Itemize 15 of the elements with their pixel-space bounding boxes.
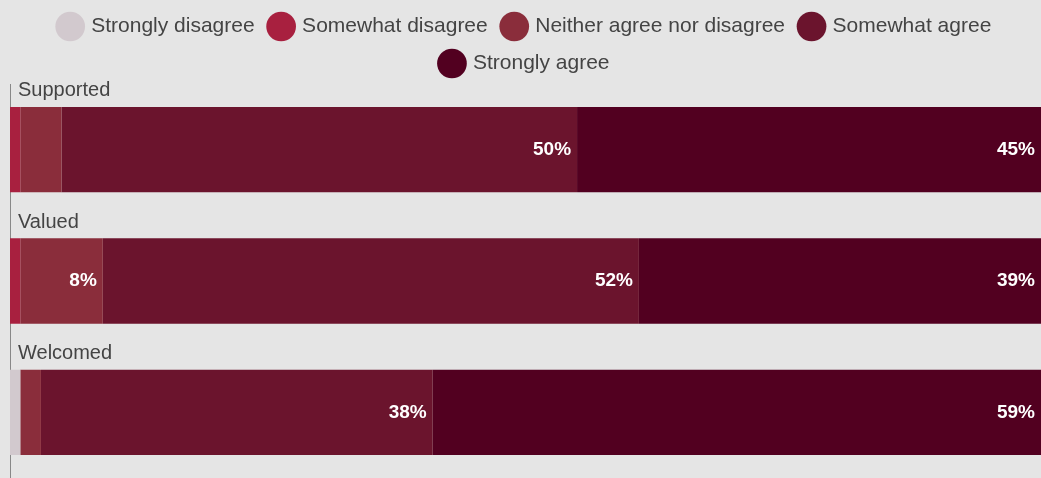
y-tick-label: Supported [18,78,111,101]
legend-label: Strongly disagree [91,13,255,37]
legend-label: Strongly agree [472,50,610,74]
data-label: 52% [594,269,634,291]
data-label: 59% [996,400,1036,422]
data-label: 8% [69,269,97,291]
legend-label: Somewhat agree [832,13,992,37]
data-label: 38% [388,400,427,422]
y-tick-label: Valued [18,209,79,232]
data-label: 39% [996,269,1036,291]
data-label: 45% [996,137,1036,159]
y-tick-label: Welcomed [18,341,113,364]
legend-label: Somewhat disagree [302,13,488,37]
legend-label: Neither agree nor disagree [535,13,786,37]
data-label: 50% [533,137,572,159]
